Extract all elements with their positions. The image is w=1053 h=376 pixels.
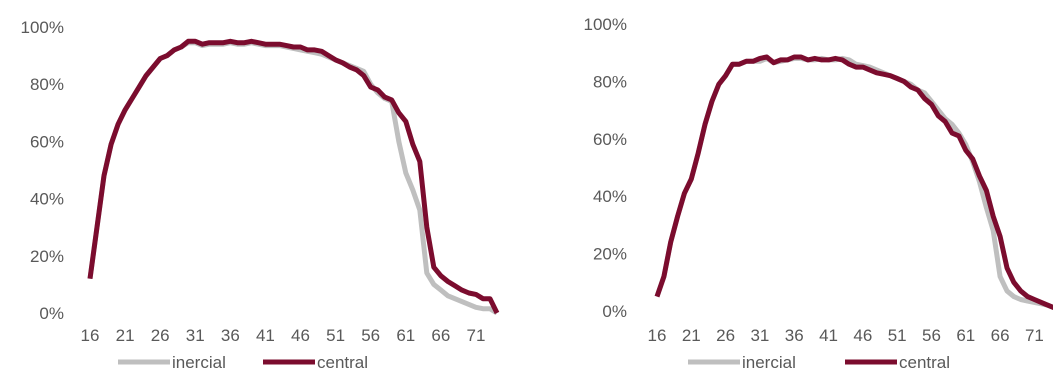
x-tick-label: 41 — [819, 326, 838, 345]
y-tick-label: 100% — [584, 15, 627, 34]
chart-2: 0% 20% 40% 60% 80% 100% 16 21 26 31 36 41 46 51 56 61 66… — [584, 15, 1053, 372]
x-tick-label: 16 — [648, 326, 667, 345]
y-tick-label: 0% — [39, 304, 64, 323]
legend-label-inercial: inercial — [742, 353, 796, 372]
y-tick-label: 100% — [21, 18, 64, 37]
chart-1: 0% 20% 40% 60% 80% 100% 16 21 26 31 36 41 46 51 56 61 66… — [21, 18, 500, 372]
y-tick-label: 40% — [593, 187, 627, 206]
x-tick-label: 31 — [750, 326, 769, 345]
x-tick-label: 36 — [785, 326, 804, 345]
x-tick-label: 16 — [81, 326, 100, 345]
x-tick-label: 26 — [151, 326, 170, 345]
x-tick-label: 46 — [853, 326, 872, 345]
y-tick-label: 80% — [30, 75, 64, 94]
x-tick-label: 31 — [186, 326, 205, 345]
series-line-central — [87, 38, 500, 315]
legend: inercial central — [688, 353, 950, 372]
legend-label-central: central — [317, 353, 368, 372]
y-tick-label: 20% — [30, 247, 64, 266]
x-tick-label: 26 — [716, 326, 735, 345]
legend: inercial central — [118, 353, 368, 372]
x-tick-label: 56 — [922, 326, 941, 345]
series-line-central — [654, 54, 1053, 310]
y-tick-label: 80% — [593, 72, 627, 91]
x-tick-label: 66 — [991, 326, 1010, 345]
y-tick-label: 0% — [602, 302, 627, 321]
legend-label-central: central — [899, 353, 950, 372]
x-tick-label: 41 — [256, 326, 275, 345]
legend-label-inercial: inercial — [172, 353, 226, 372]
x-tick-label: 61 — [396, 326, 415, 345]
x-tick-label: 66 — [431, 326, 450, 345]
x-tick-label: 21 — [682, 326, 701, 345]
x-tick-label: 61 — [956, 326, 975, 345]
x-tick-label: 36 — [221, 326, 240, 345]
x-tick-label: 71 — [1025, 326, 1044, 345]
x-tick-label: 46 — [291, 326, 310, 345]
y-tick-label: 20% — [593, 245, 627, 264]
y-tick-label: 60% — [30, 132, 64, 151]
x-tick-label: 51 — [326, 326, 345, 345]
x-tick-label: 21 — [116, 326, 135, 345]
x-tick-label: 56 — [361, 326, 380, 345]
y-tick-label: 40% — [30, 190, 64, 209]
x-tick-label: 51 — [888, 326, 907, 345]
y-tick-label: 60% — [593, 130, 627, 149]
x-tick-label: 71 — [466, 326, 485, 345]
